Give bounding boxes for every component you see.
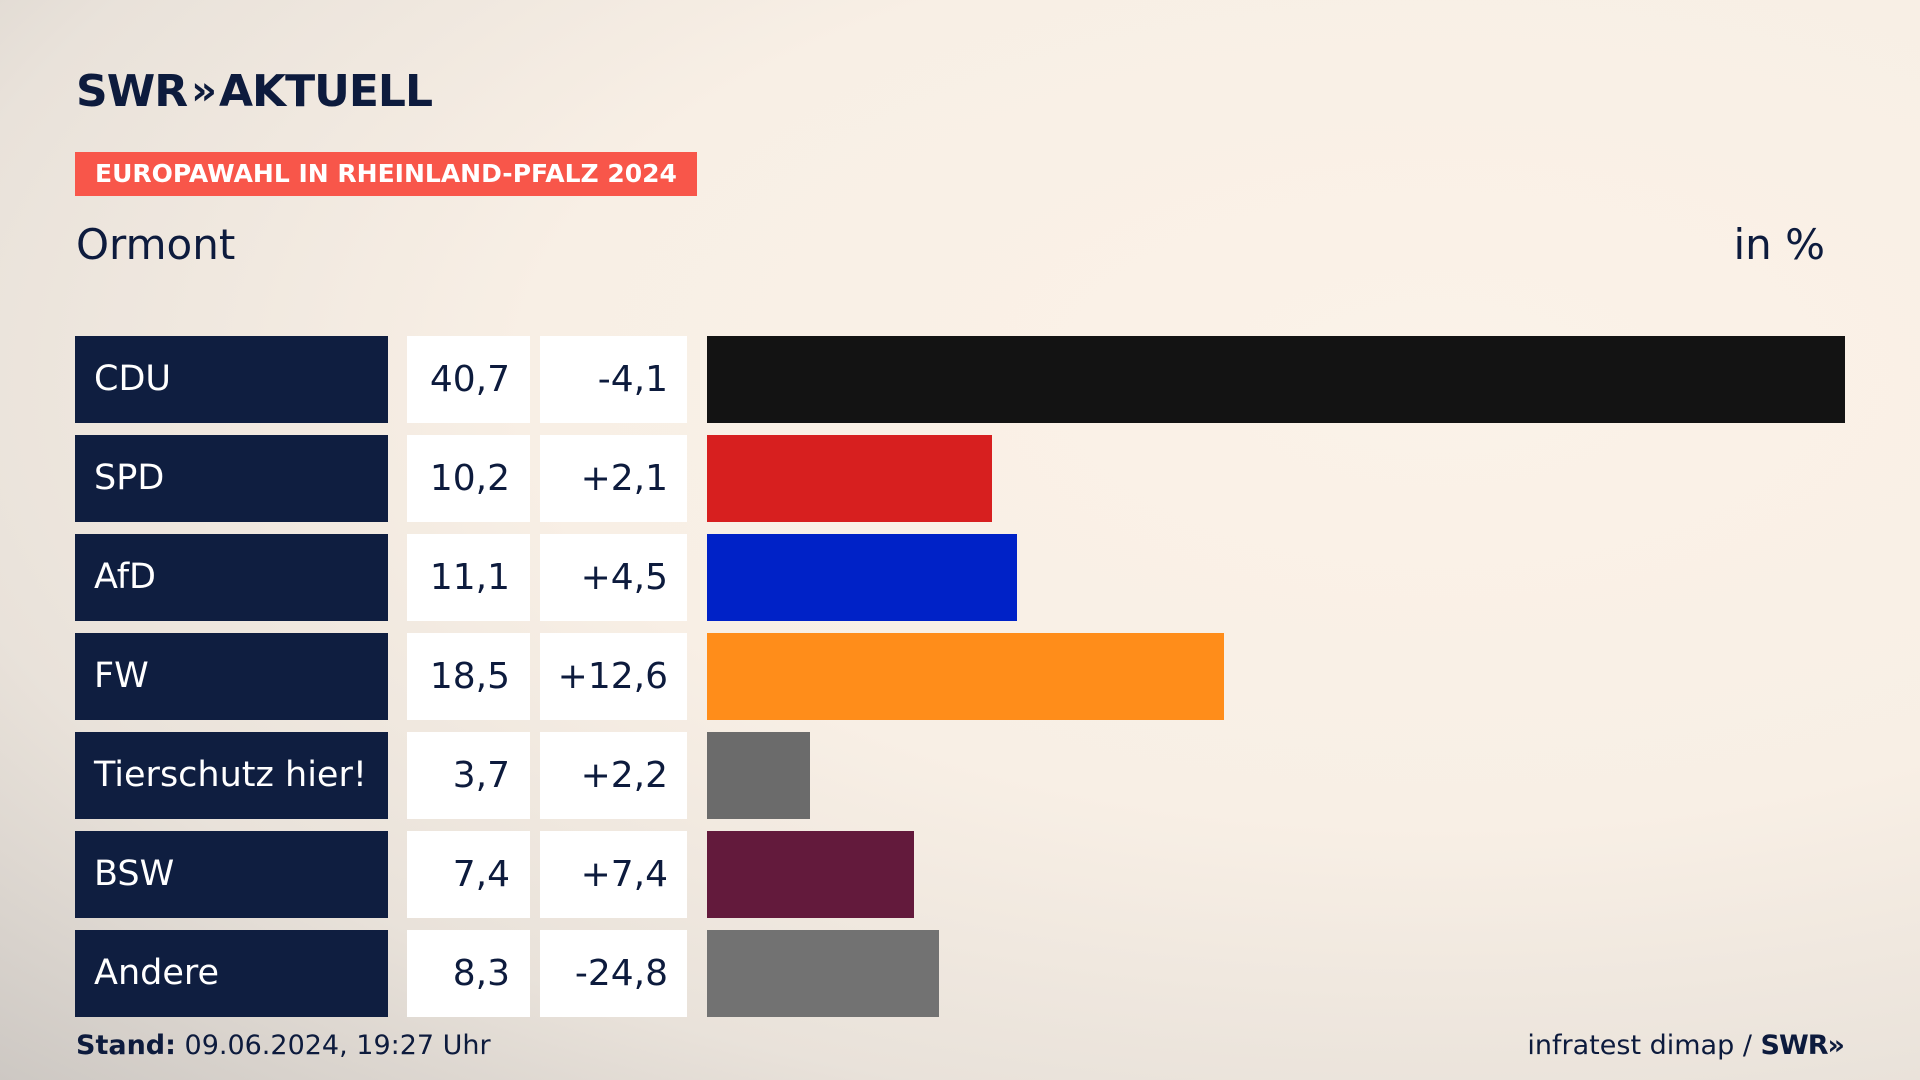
vote-share-bar (707, 633, 1224, 720)
vote-change-value: +12,6 (540, 633, 687, 720)
chevron-right-double-icon: » (191, 68, 217, 114)
result-row: AfD 11,1 +4,5 (75, 534, 1845, 621)
party-label: SPD (75, 435, 388, 522)
party-label: BSW (75, 831, 388, 918)
vote-share-value: 3,7 (407, 732, 530, 819)
vote-share-value: 7,4 (407, 831, 530, 918)
result-row: Andere 8,3 -24,8 (75, 930, 1845, 1017)
result-row: FW 18,5 +12,6 (75, 633, 1845, 720)
source-text: infratest dimap / (1527, 1030, 1752, 1061)
party-label: AfD (75, 534, 388, 621)
vote-share-value: 11,1 (407, 534, 530, 621)
election-badge: EUROPAWAHL IN RHEINLAND-PFALZ 2024 (75, 152, 697, 196)
result-row: Tierschutz hier! 3,7 +2,2 (75, 732, 1845, 819)
vote-share-bar (707, 831, 914, 918)
vote-change-value: -4,1 (540, 336, 687, 423)
vote-change-value: -24,8 (540, 930, 687, 1017)
vote-change-value: +2,2 (540, 732, 687, 819)
vote-share-bar (707, 435, 992, 522)
timestamp: Stand: 09.06.2024, 19:27 Uhr (76, 1030, 491, 1061)
result-row: CDU 40,7 -4,1 (75, 336, 1845, 423)
stand-value: 09.06.2024, 19:27 Uhr (184, 1030, 491, 1061)
vote-share-bar (707, 534, 1017, 621)
vote-change-value: +4,5 (540, 534, 687, 621)
logo-aktuell-text: AKTUELL (218, 65, 433, 117)
result-row: BSW 7,4 +7,4 (75, 831, 1845, 918)
vote-share-value: 40,7 (407, 336, 530, 423)
stand-label: Stand: (76, 1030, 176, 1061)
region-title: Ormont (76, 220, 236, 269)
logo-swr-text: SWR (76, 65, 188, 117)
vote-share-value: 10,2 (407, 435, 530, 522)
swr-aktuell-logo: SWR » AKTUELL (76, 65, 433, 117)
vote-share-bar (707, 930, 939, 1017)
party-label: CDU (75, 336, 388, 423)
source-credit: infratest dimap / SWR» (1527, 1030, 1845, 1061)
vote-share-bar (707, 336, 1845, 423)
unit-label: in % (1733, 220, 1825, 269)
source-brand: SWR» (1760, 1030, 1845, 1061)
party-label: FW (75, 633, 388, 720)
vote-share-value: 8,3 (407, 930, 530, 1017)
result-row: SPD 10,2 +2,1 (75, 435, 1845, 522)
vote-change-value: +7,4 (540, 831, 687, 918)
vote-change-value: +2,1 (540, 435, 687, 522)
party-label: Tierschutz hier! (75, 732, 388, 819)
party-label: Andere (75, 930, 388, 1017)
vote-share-value: 18,5 (407, 633, 530, 720)
vote-share-bar (707, 732, 810, 819)
